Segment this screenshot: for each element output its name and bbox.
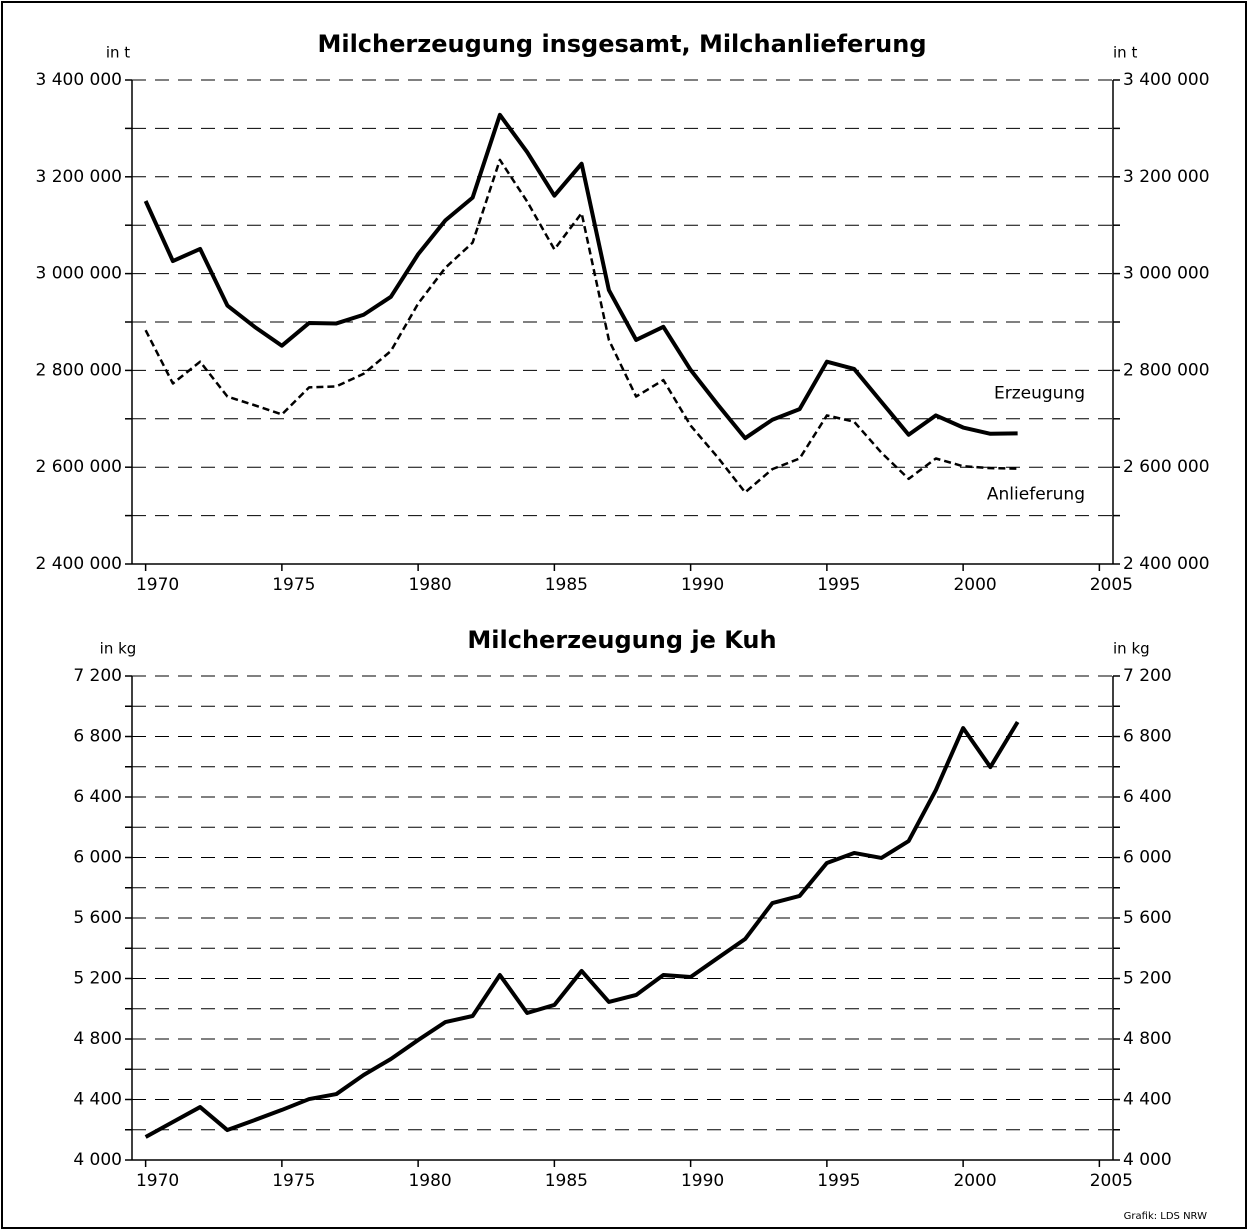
x-tick-label: 1985 <box>545 575 588 595</box>
y-tick-label: 4 000 <box>73 1150 122 1170</box>
y-tick-label: 3 200 000 <box>35 167 122 187</box>
chart-title: Milcherzeugung je Kuh <box>467 626 776 654</box>
line-series <box>143 112 1018 441</box>
y2-tick-label: 6 000 <box>1123 848 1172 868</box>
y-tick-label: 5 600 <box>73 908 122 928</box>
y-tick-label: 6 400 <box>73 787 122 807</box>
series-label: Erzeugung <box>994 383 1085 403</box>
y2-tick-label: 5 200 <box>1123 969 1172 989</box>
y-tick-label: 6 000 <box>73 848 122 868</box>
y2-tick-label: 2 400 000 <box>1123 554 1210 574</box>
source: Grafik: LDS NRW <box>1124 1211 1207 1222</box>
y-tick-label: 7 200 <box>73 666 122 686</box>
y2-tick-label: 7 200 <box>1123 666 1172 686</box>
x-tick-label: 1980 <box>408 1171 451 1191</box>
chart-title: Milcherzeugung insgesamt, Milchanlieferu… <box>317 30 926 58</box>
y-tick-label: 4 800 <box>73 1029 122 1049</box>
y2-tick-label: 3 000 000 <box>1123 264 1210 284</box>
y2-axis-label: in kg <box>1113 640 1150 658</box>
x-tick-label: 2005 <box>1090 575 1133 595</box>
y-tick-label: 4 400 <box>73 1090 122 1110</box>
x-tick-label: 1970 <box>136 1171 179 1191</box>
y2-tick-label: 6 800 <box>1123 727 1172 747</box>
y2-tick-label: 4 400 <box>1123 1090 1172 1110</box>
line-series <box>144 158 1018 494</box>
x-tick-label: 1990 <box>681 575 724 595</box>
x-tick-label: 1975 <box>272 1171 315 1191</box>
y2-tick-label: 3 200 000 <box>1123 167 1210 187</box>
x-tick-label: 1995 <box>817 1171 860 1191</box>
y-axis-label: in t <box>106 44 130 62</box>
y-tick-label: 3 400 000 <box>35 70 122 90</box>
x-tick-label: 1995 <box>817 575 860 595</box>
x-tick-label: 1980 <box>408 575 451 595</box>
x-tick-label: 2005 <box>1090 1171 1133 1191</box>
series-label: Anlieferung <box>987 485 1085 505</box>
y2-tick-label: 4 800 <box>1123 1029 1172 1049</box>
y2-tick-label: 5 600 <box>1123 908 1172 928</box>
y-tick-label: 2 400 000 <box>35 554 122 574</box>
y-tick-label: 2 600 000 <box>35 457 122 477</box>
y-tick-label: 6 800 <box>73 727 122 747</box>
y-tick-label: 5 200 <box>73 969 122 989</box>
y-tick-label: 3 000 000 <box>35 264 122 284</box>
y2-tick-label: 6 400 <box>1123 787 1172 807</box>
y2-tick-label: 3 400 000 <box>1123 70 1210 90</box>
y2-tick-label: 2 800 000 <box>1123 360 1210 380</box>
y2-tick-label: 2 600 000 <box>1123 457 1210 477</box>
x-tick-label: 2000 <box>953 1171 996 1191</box>
x-tick-label: 2000 <box>953 575 996 595</box>
y-axis-label: in kg <box>100 640 137 658</box>
x-tick-label: 1990 <box>681 1171 724 1191</box>
line-series <box>144 720 1020 1139</box>
x-tick-label: 1975 <box>272 575 315 595</box>
y2-tick-label: 4 000 <box>1123 1150 1172 1170</box>
y2-axis-label: in t <box>1113 44 1137 62</box>
y-tick-label: 2 800 000 <box>35 360 122 380</box>
x-tick-label: 1970 <box>136 575 179 595</box>
x-tick-label: 1985 <box>545 1171 588 1191</box>
